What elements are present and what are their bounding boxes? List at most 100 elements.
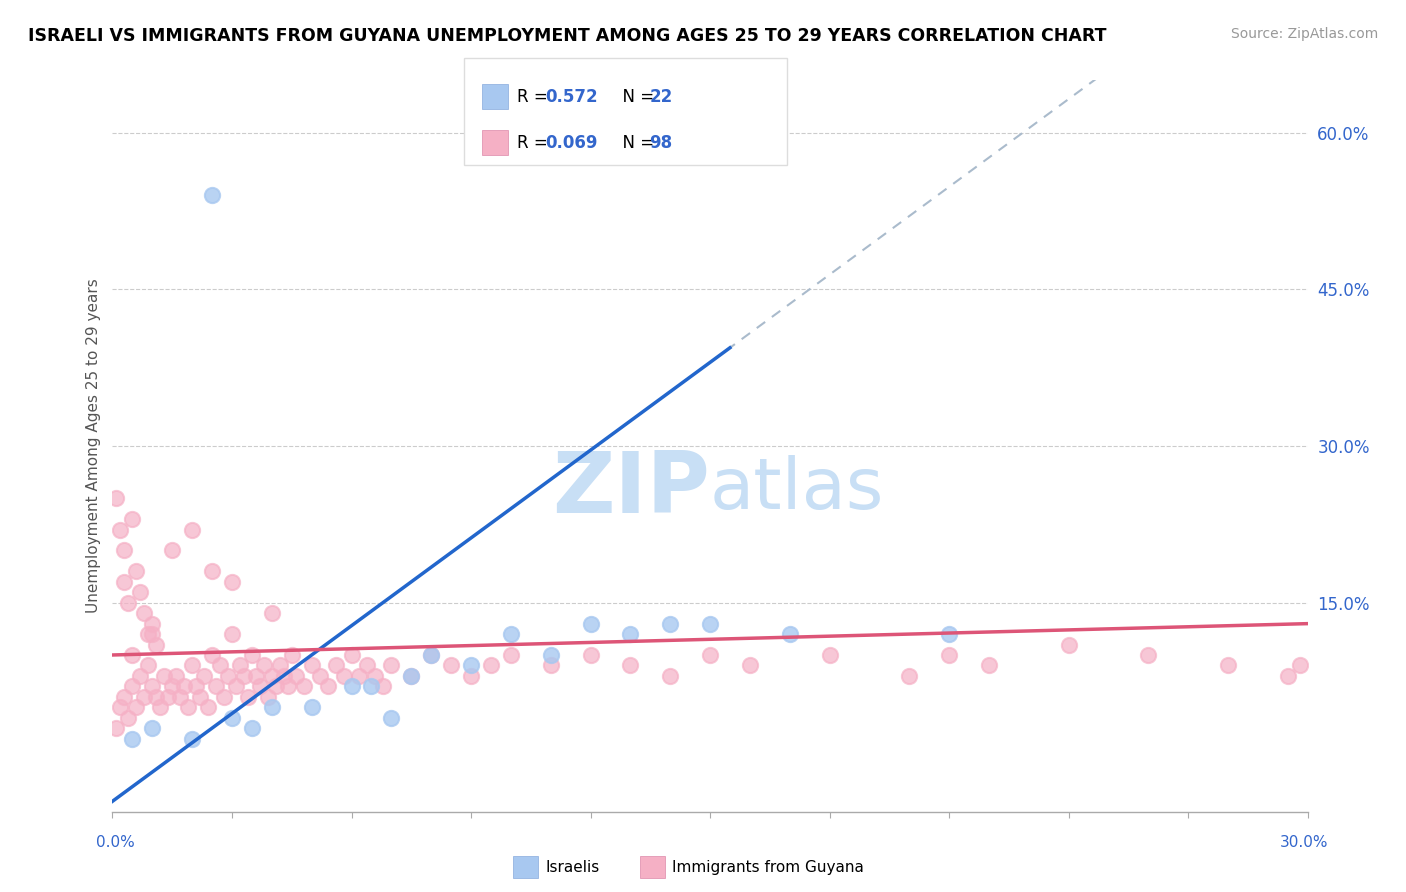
Point xyxy=(141,616,163,631)
Point xyxy=(201,188,224,202)
Point xyxy=(193,669,215,683)
Point xyxy=(114,690,135,704)
Point xyxy=(236,690,259,704)
Point xyxy=(738,658,761,673)
Point xyxy=(157,690,180,704)
Point xyxy=(245,669,267,683)
Point xyxy=(138,658,160,673)
Point xyxy=(110,700,132,714)
Point xyxy=(212,690,235,704)
Point xyxy=(165,669,187,683)
Point xyxy=(173,679,195,693)
Point xyxy=(540,648,562,662)
Point xyxy=(460,669,482,683)
Point xyxy=(260,700,283,714)
Point xyxy=(277,679,299,693)
Point xyxy=(301,700,323,714)
Point xyxy=(181,731,204,746)
Point xyxy=(977,658,1000,673)
Point xyxy=(114,574,135,589)
Point xyxy=(479,658,502,673)
Point xyxy=(117,711,139,725)
Point xyxy=(264,679,287,693)
Point xyxy=(141,627,163,641)
Point xyxy=(540,658,562,673)
Point xyxy=(349,669,371,683)
Point xyxy=(340,679,363,693)
Point xyxy=(579,648,602,662)
Point xyxy=(240,648,263,662)
Point xyxy=(134,606,156,620)
Text: Immigrants from Guyana: Immigrants from Guyana xyxy=(672,860,863,874)
Point xyxy=(134,690,156,704)
Text: N =: N = xyxy=(612,134,659,152)
Point xyxy=(253,658,276,673)
Point xyxy=(162,679,183,693)
Text: R =: R = xyxy=(517,134,554,152)
Point xyxy=(325,658,347,673)
Point xyxy=(619,658,641,673)
Point xyxy=(153,669,176,683)
Point xyxy=(145,690,167,704)
Point xyxy=(420,648,443,662)
Text: ZIP: ZIP xyxy=(553,449,710,532)
Point xyxy=(373,679,395,693)
Text: Israelis: Israelis xyxy=(546,860,600,874)
Text: 0.0%: 0.0% xyxy=(96,836,135,850)
Point xyxy=(273,669,295,683)
Point xyxy=(659,669,682,683)
Y-axis label: Unemployment Among Ages 25 to 29 years: Unemployment Among Ages 25 to 29 years xyxy=(86,278,101,614)
Point xyxy=(938,648,960,662)
Point xyxy=(110,523,132,537)
Point xyxy=(460,658,482,673)
Point xyxy=(201,565,224,579)
Point xyxy=(186,679,208,693)
Point xyxy=(125,565,148,579)
Text: atlas: atlas xyxy=(710,456,884,524)
Point xyxy=(141,679,163,693)
Point xyxy=(221,574,243,589)
Point xyxy=(380,658,402,673)
Point xyxy=(121,648,143,662)
Point xyxy=(380,711,402,725)
Point xyxy=(699,648,721,662)
Point xyxy=(125,700,148,714)
Point xyxy=(221,711,243,725)
Text: 0.572: 0.572 xyxy=(546,87,598,106)
Point xyxy=(260,669,283,683)
Point xyxy=(938,627,960,641)
Point xyxy=(121,679,143,693)
Point xyxy=(292,679,315,693)
Text: 98: 98 xyxy=(650,134,672,152)
Point xyxy=(284,669,307,683)
Point xyxy=(209,658,232,673)
Point xyxy=(240,721,263,735)
Point xyxy=(360,679,382,693)
Point xyxy=(316,679,339,693)
Point xyxy=(105,721,128,735)
Point xyxy=(138,627,160,641)
Point xyxy=(1137,648,1160,662)
Point xyxy=(699,616,721,631)
Point xyxy=(141,721,163,735)
Point xyxy=(221,627,243,641)
Point xyxy=(257,690,280,704)
Text: 30.0%: 30.0% xyxy=(1281,836,1329,850)
Text: ISRAELI VS IMMIGRANTS FROM GUYANA UNEMPLOYMENT AMONG AGES 25 TO 29 YEARS CORRELA: ISRAELI VS IMMIGRANTS FROM GUYANA UNEMPL… xyxy=(28,27,1107,45)
Text: 22: 22 xyxy=(650,87,673,106)
Point xyxy=(181,523,204,537)
Point xyxy=(181,658,204,673)
Point xyxy=(1288,658,1310,673)
Point xyxy=(499,627,522,641)
Point xyxy=(121,512,143,526)
Point xyxy=(356,658,378,673)
Point xyxy=(197,700,219,714)
Point xyxy=(440,658,463,673)
Point xyxy=(1277,669,1299,683)
Point xyxy=(205,679,228,693)
Point xyxy=(129,669,152,683)
Text: R =: R = xyxy=(517,87,554,106)
Point xyxy=(177,700,200,714)
Point xyxy=(281,648,304,662)
Point xyxy=(364,669,387,683)
